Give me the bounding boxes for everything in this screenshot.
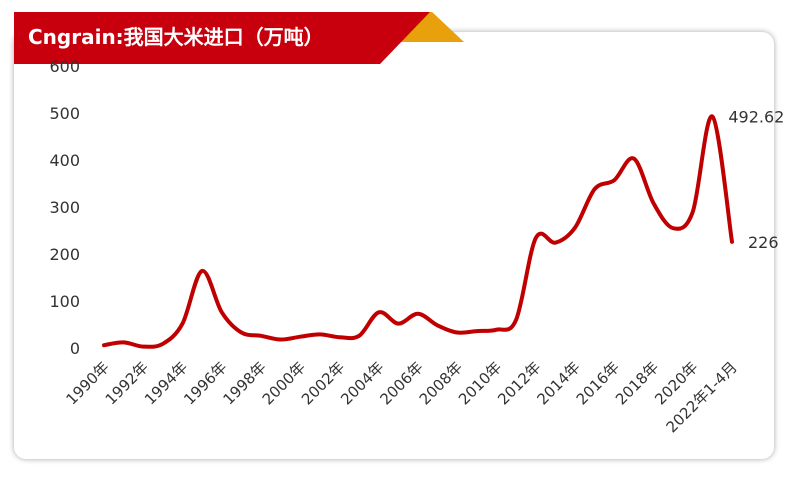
chart-title: Cngrain:我国大米进口（万吨） (28, 25, 324, 49)
y-tick-label: 400 (49, 151, 80, 170)
y-tick-label: 600 (49, 57, 80, 76)
x-tick-label: 1990年 (62, 358, 112, 408)
y-tick-label: 100 (49, 292, 80, 311)
plot-area (102, 114, 734, 349)
x-tick-label: 1992年 (102, 358, 152, 408)
x-tick-label: 2014年 (533, 358, 583, 408)
x-tick-label: 2008年 (416, 358, 466, 408)
x-tick-label: 2018年 (612, 358, 662, 408)
data-labels: 492.62 226 (728, 107, 784, 251)
x-tick-label: 2002年 (298, 358, 348, 408)
title-banner (14, 12, 430, 64)
y-tick-label: 0 (70, 339, 80, 358)
data-label: 226 (748, 233, 779, 252)
x-tick-label: 1998年 (219, 358, 269, 408)
x-tick-label: 2006年 (376, 358, 426, 408)
y-tick-label: 200 (49, 245, 80, 264)
x-tick-label: 2010年 (455, 358, 505, 408)
x-tick-label: 2016年 (573, 358, 623, 408)
data-label: 492.62 (728, 107, 784, 126)
x-tick-label: 2000年 (259, 358, 309, 408)
x-tick-label: 1994年 (141, 358, 191, 408)
chart-card (14, 32, 774, 459)
x-axis: 1990年1992年1994年1996年1998年2000年2002年2004年… (62, 358, 740, 436)
x-tick-label: 2012年 (494, 358, 544, 408)
y-tick-label: 300 (49, 198, 80, 217)
y-axis: 0 100 200 300 400 500 600 (49, 57, 80, 358)
x-tick-label: 2004年 (337, 358, 387, 408)
series-line (102, 114, 734, 349)
y-tick-label: 500 (49, 104, 80, 123)
x-tick-label: 1996年 (180, 358, 230, 408)
